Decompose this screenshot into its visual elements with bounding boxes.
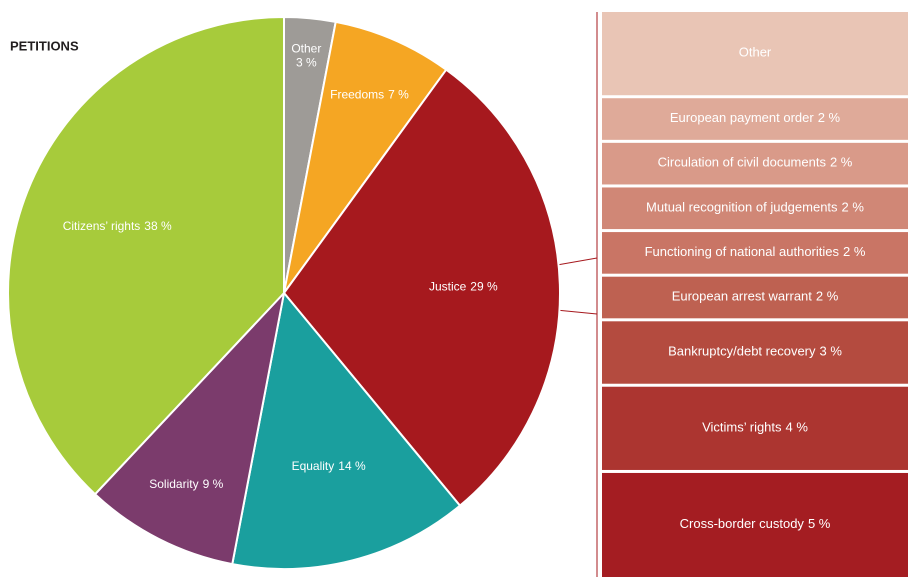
slice-name: Freedoms xyxy=(330,88,384,102)
stack-segment xyxy=(602,98,908,140)
segment-label: Other xyxy=(739,45,772,60)
segment-label: Circulation of civil documents 2 % xyxy=(658,155,853,170)
slice-label: Equality 14 % xyxy=(292,459,366,473)
segment-value: 2 % xyxy=(816,289,839,304)
slice-label: Other 3 % xyxy=(291,42,321,70)
stack-segment xyxy=(602,386,908,470)
segment-name: Victims’ rights xyxy=(702,420,782,435)
slice-name: Other xyxy=(291,42,321,56)
segment-name: European payment order xyxy=(670,110,814,125)
connector xyxy=(555,309,598,315)
stack-segment xyxy=(602,142,908,185)
stack-segment xyxy=(602,321,908,384)
slice-label: Solidarity 9 % xyxy=(149,477,223,491)
slice-value: 9 % xyxy=(203,477,224,491)
segment-label: European payment order 2 % xyxy=(670,110,841,125)
segment-label: Victims’ rights 4 % xyxy=(702,420,808,435)
segment-name: Circulation of civil documents xyxy=(658,155,827,170)
slice-name: Justice xyxy=(429,280,467,294)
segment-name: Functioning of national authorities xyxy=(645,244,840,259)
segment-value: 4 % xyxy=(786,420,809,435)
stack-segment xyxy=(602,187,908,230)
segment-value: 2 % xyxy=(830,155,853,170)
connector xyxy=(556,257,598,266)
segment-name: Bankruptcy/debt recovery xyxy=(668,344,816,359)
stack-segment xyxy=(602,472,908,577)
pie-slice xyxy=(282,68,561,508)
pie-slice xyxy=(283,20,448,294)
segment-name: Other xyxy=(739,45,772,60)
chart-title: PETITIONS xyxy=(10,38,79,53)
stack-segment xyxy=(602,12,908,96)
pie-slice xyxy=(231,290,462,570)
segment-label: Bankruptcy/debt recovery 3 % xyxy=(668,344,842,359)
slice-name: Solidarity xyxy=(149,477,198,491)
slice-name: Citizens’ rights xyxy=(63,219,141,233)
segment-label: Cross-border custody 5 % xyxy=(680,516,831,531)
slice-value: 14 % xyxy=(338,459,366,473)
segment-value: 2 % xyxy=(818,110,841,125)
segment-value: 2 % xyxy=(842,200,865,215)
slice-name: Equality xyxy=(292,459,335,473)
slice-value: 3 % xyxy=(296,56,317,70)
segment-name: Cross-border custody xyxy=(680,516,805,531)
segment-label: European arrest warrant 2 % xyxy=(672,289,839,304)
segment-value: 3 % xyxy=(820,344,843,359)
segment-name: European arrest warrant xyxy=(672,289,813,304)
segment-name: Mutual recognition of judgements xyxy=(646,200,838,215)
slice-value: 38 % xyxy=(144,219,172,233)
segment-value: 5 % xyxy=(808,516,831,531)
segment-value: 2 % xyxy=(843,244,866,259)
stack-segment xyxy=(602,232,908,274)
slice-label: Justice 29 % xyxy=(429,280,498,294)
slice-label: Citizens’ rights 38 % xyxy=(63,219,172,233)
slice-label: Freedoms 7 % xyxy=(330,88,409,102)
pie-slice xyxy=(93,289,286,566)
segment-label: Functioning of national authorities 2 % xyxy=(645,244,866,259)
slice-value: 7 % xyxy=(388,88,409,102)
stack-segment xyxy=(602,276,908,319)
segment-label: Mutual recognition of judgements 2 % xyxy=(646,200,864,215)
slice-value: 29 % xyxy=(470,280,498,294)
pie-slice xyxy=(7,15,285,496)
